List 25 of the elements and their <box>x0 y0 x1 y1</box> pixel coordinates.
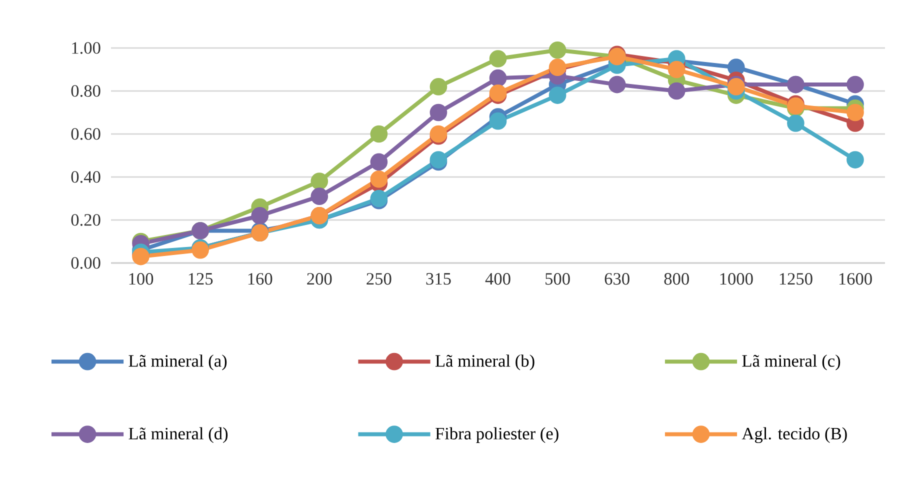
x-tick-label: 125 <box>188 273 213 285</box>
legend-label: Lã mineral (b) <box>435 354 534 370</box>
x-tick-label: 800 <box>664 273 689 285</box>
legend-label: Lã mineral (a) <box>128 354 227 370</box>
x-tick-label: 315 <box>426 273 451 285</box>
x-tick-label: 1000 <box>720 273 753 285</box>
x-tick-label: 500 <box>546 273 570 285</box>
legend-label: Lã mineral (d) <box>128 427 228 443</box>
x-tick-label: 400 <box>485 273 510 285</box>
x-tick-label: 630 <box>604 273 630 285</box>
x-tick-label: 160 <box>248 273 272 285</box>
y-tick-label: 1.00 <box>72 42 100 54</box>
x-tick-label: 1250 <box>780 273 812 285</box>
x-tick-label: 1600 <box>839 273 872 285</box>
y-tick-label: 0.00 <box>71 257 100 269</box>
y-tick-label: 0.60 <box>71 128 100 140</box>
x-tick-label: 200 <box>307 273 332 285</box>
y-tick-label: 0.80 <box>71 85 100 97</box>
y-tick-label: 0.20 <box>71 214 100 226</box>
x-tick-label: 100 <box>129 273 154 285</box>
legend-label: Agl. tecido (B) <box>742 427 847 444</box>
legend-label: Lã mineral (c) <box>742 354 840 370</box>
x-tick-label: 250 <box>366 273 392 285</box>
y-tick-label: 0.40 <box>71 171 100 183</box>
legend-label: Fibra poliester (e) <box>435 427 558 443</box>
